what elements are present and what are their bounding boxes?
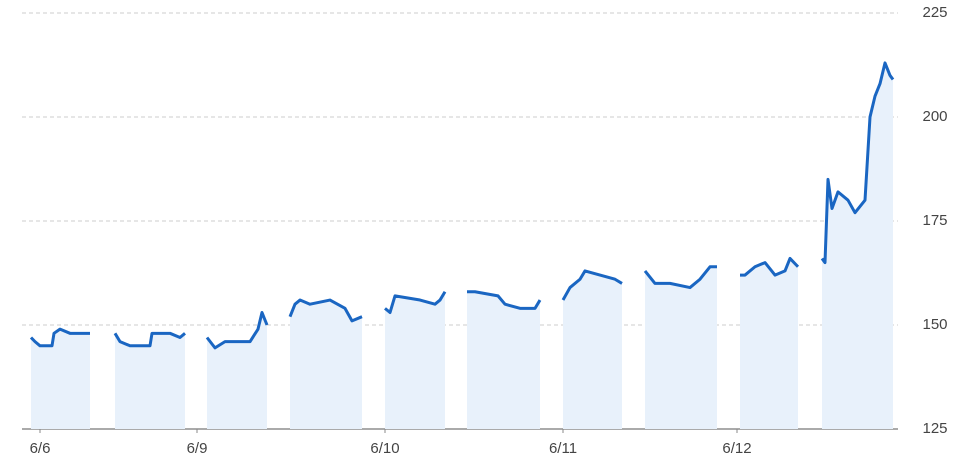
area (822, 62, 893, 430)
x-tick-label: 6/11 (549, 440, 577, 457)
area (207, 312, 267, 429)
x-tick-label: 6/6 (30, 440, 51, 457)
y-tick-label: 225 (922, 4, 947, 21)
area (290, 300, 362, 429)
area (467, 291, 540, 429)
area (31, 329, 90, 429)
area (645, 266, 717, 429)
line (29, 61, 895, 350)
x-tick-label: 6/10 (370, 440, 399, 457)
area (563, 270, 622, 429)
area (115, 333, 185, 429)
y-tick-label: 175 (922, 212, 947, 229)
area (385, 291, 445, 429)
area (740, 258, 798, 429)
y-tick-label: 200 (922, 108, 947, 125)
x-tick-label: 6/9 (187, 440, 208, 457)
x-tick-label: 6/12 (722, 440, 751, 457)
y-tick-label: 150 (922, 316, 947, 333)
y-tick-label: 125 (922, 420, 947, 437)
